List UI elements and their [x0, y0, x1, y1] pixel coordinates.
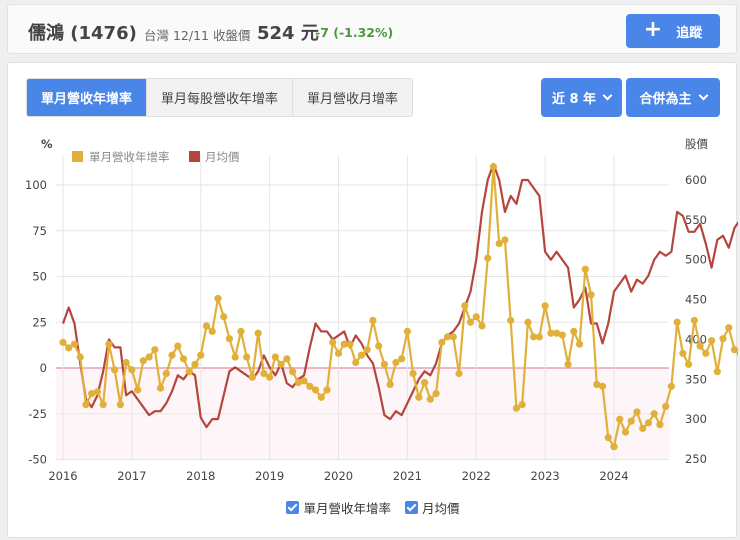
svg-text:50: 50: [32, 270, 47, 284]
svg-text:600: 600: [685, 173, 707, 187]
svg-text:單月營收年增率: 單月營收年增率: [89, 150, 170, 164]
svg-text:-50: -50: [28, 453, 47, 467]
revenue-price-chart: 1007550250-25-50600550500450400350300250…: [25, 137, 738, 483]
tab-monthly-revenue-yoy[interactable]: 單月營收年增率: [27, 79, 147, 116]
basis-dropdown-label: 合併為主: [639, 92, 692, 107]
toggle-yoy-series[interactable]: 單月營收年增率: [286, 498, 391, 517]
svg-text:0: 0: [40, 361, 47, 375]
plus-icon: +: [643, 17, 663, 42]
stock-header: 儒鴻 (1476) 台灣 12/11 收盤價 524 元 -7 (-1.32%)…: [7, 4, 737, 54]
checkbox-checked-icon[interactable]: [286, 501, 300, 514]
svg-text:550: 550: [685, 213, 707, 227]
svg-text:25: 25: [32, 315, 47, 329]
toggle-yoy-label: 單月營收年增率: [303, 501, 391, 516]
svg-text:2019: 2019: [255, 469, 284, 483]
svg-text:2021: 2021: [393, 469, 422, 483]
svg-text:2020: 2020: [324, 469, 353, 483]
svg-text:300: 300: [685, 412, 707, 426]
svg-text:100: 100: [25, 178, 47, 192]
svg-text:股價: 股價: [685, 137, 708, 151]
svg-text:250: 250: [685, 452, 707, 466]
svg-text:2024: 2024: [599, 469, 628, 483]
svg-text:450: 450: [685, 293, 707, 307]
stock-price: 524 元: [257, 23, 319, 44]
range-dropdown[interactable]: 近 8 年: [541, 78, 622, 117]
svg-text:2016: 2016: [48, 469, 77, 483]
range-dropdown-label: 近 8 年: [551, 92, 597, 107]
svg-text:2022: 2022: [462, 469, 491, 483]
tab-monthly-revenue-mom[interactable]: 單月營收月增率: [292, 79, 413, 116]
price-change: -7 (-1.32%): [315, 25, 394, 40]
svg-text:350: 350: [685, 372, 707, 386]
follow-button-label: 追蹤: [676, 25, 703, 41]
toggle-price-label: 月均價: [422, 501, 460, 516]
svg-text:2018: 2018: [186, 469, 215, 483]
follow-button[interactable]: + 追蹤: [626, 14, 720, 48]
svg-text:2017: 2017: [117, 469, 146, 483]
series-toggle-legend: 單月營收年增率 月均價: [8, 498, 738, 517]
tab-monthly-eps-revenue-yoy[interactable]: 單月每股營收年增率: [146, 79, 293, 116]
svg-text:500: 500: [685, 253, 707, 267]
chart-panel: 單月營收年增率 單月每股營收年增率 單月營收月增率 近 8 年 合併為主 100…: [7, 62, 738, 538]
svg-text:月均價: 月均價: [205, 150, 240, 164]
market-date-label: 台灣 12/11 收盤價: [144, 28, 251, 43]
basis-dropdown[interactable]: 合併為主: [626, 78, 720, 117]
svg-text:75: 75: [32, 224, 47, 238]
svg-text:2023: 2023: [530, 469, 559, 483]
checkbox-checked-icon[interactable]: [405, 501, 418, 514]
metric-tabs: 單月營收年增率 單月每股營收年增率 單月營收月增率: [26, 78, 414, 117]
svg-text:-25: -25: [28, 407, 47, 421]
svg-text:400: 400: [685, 332, 707, 346]
svg-text:%: %: [41, 137, 53, 151]
toggle-price-series[interactable]: 月均價: [405, 498, 460, 517]
stock-name: 儒鴻 (1476): [28, 23, 137, 44]
